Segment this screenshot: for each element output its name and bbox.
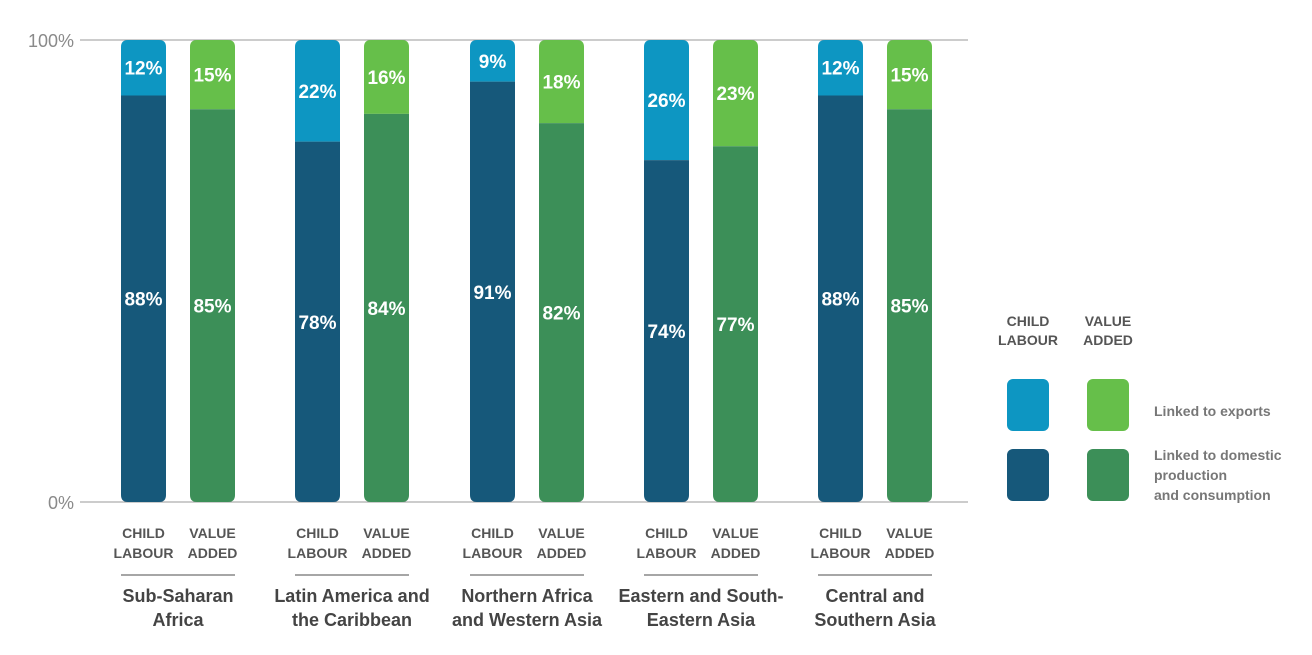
legend-header-0-0: CHILD [1007, 313, 1050, 329]
bar-segment-exports-2-0 [470, 40, 515, 82]
data-label-domestic-2-1: 82% [542, 304, 580, 325]
legend-label-1-0: Linked to domestic [1154, 447, 1282, 463]
bar-segment-domestic-4-0 [818, 95, 863, 502]
data-label-exports-2-0: 9% [479, 52, 507, 73]
data-label-domestic-3-0: 74% [647, 322, 685, 343]
bar-segment-exports-3-1 [713, 40, 758, 147]
data-label-exports-2-1: 18% [542, 73, 580, 94]
region-label-0: Sub-Saharan Africa [122, 586, 233, 630]
legend-header-1-1: ADDED [1083, 332, 1133, 348]
bar-type-label-3-1-0: VALUE [712, 525, 758, 541]
bar-type-label-0-0-0: CHILD [122, 525, 165, 541]
data-label-domestic-1-1: 84% [367, 299, 405, 320]
bar-type-label-3-0-0: CHILD [645, 525, 688, 541]
bar-segment-domestic-3-1 [713, 146, 758, 502]
legend-swatch-1-1 [1087, 449, 1129, 501]
legend-swatch-0-0 [1007, 379, 1049, 431]
bar-segment-domestic-2-0 [470, 81, 515, 502]
bar-segment-domestic-1-1 [364, 113, 409, 503]
bar-segment-exports-4-0 [818, 40, 863, 96]
bar-segment-domestic-0-0 [121, 95, 166, 502]
bar-type-label-2-1-1: ADDED [537, 545, 587, 561]
region-label-4: Central and Southern Asia [814, 586, 936, 630]
bar-type-label-1-1-1: ADDED [362, 545, 412, 561]
data-label-exports-3-1: 23% [716, 84, 754, 105]
bar-segment-exports-0-0 [121, 40, 166, 96]
data-label-exports-1-0: 22% [298, 82, 336, 103]
bar-segment-exports-1-0 [295, 40, 340, 142]
bar-type-label-3-0-1: LABOUR [637, 545, 697, 561]
bar-type-label-0-1-0: VALUE [189, 525, 235, 541]
data-label-exports-1-1: 16% [367, 68, 405, 89]
bar-segment-exports-3-0 [644, 40, 689, 161]
bar-type-label-4-1-0: VALUE [886, 525, 932, 541]
bar-type-label-2-1-0: VALUE [538, 525, 584, 541]
legend-header-0-1: LABOUR [998, 332, 1058, 348]
data-label-domestic-4-0: 88% [821, 290, 859, 311]
data-label-exports-0-1: 15% [193, 66, 231, 87]
bar-segment-domestic-0-1 [190, 109, 235, 503]
bar-type-label-1-1-0: VALUE [363, 525, 409, 541]
bar-segment-exports-1-1 [364, 40, 409, 114]
y-tick-100: 100% [28, 31, 74, 51]
data-label-domestic-4-1: 85% [890, 297, 928, 318]
region-label-1: Latin America and the Caribbean [274, 586, 429, 630]
bar-segment-domestic-1-0 [295, 141, 340, 502]
data-label-domestic-0-0: 88% [124, 290, 162, 311]
data-label-domestic-1-0: 78% [298, 313, 336, 334]
bar-segment-domestic-2-1 [539, 123, 584, 502]
legend-swatch-1-0 [1007, 449, 1049, 501]
bar-type-label-4-1-1: ADDED [885, 545, 935, 561]
bar-type-label-0-1-1: ADDED [188, 545, 238, 561]
data-label-domestic-3-1: 77% [716, 315, 754, 336]
legend-header-1-0: VALUE [1085, 313, 1131, 329]
bar-segment-domestic-4-1 [887, 109, 932, 503]
bar-segment-exports-0-1 [190, 40, 235, 110]
bar-segment-exports-2-1 [539, 40, 584, 124]
legend-label-1-2: and consumption [1154, 487, 1271, 503]
bar-type-label-4-0-0: CHILD [819, 525, 862, 541]
legend-label-0-0: Linked to exports [1154, 403, 1271, 419]
data-label-domestic-2-0: 91% [473, 283, 511, 304]
bar-type-label-1-0-1: LABOUR [288, 545, 348, 561]
y-tick-0: 0% [48, 493, 74, 513]
data-label-exports-0-0: 12% [124, 59, 162, 80]
data-label-exports-3-0: 26% [647, 91, 685, 112]
region-label-2: Northern Africa and Western Asia [452, 586, 603, 630]
bar-type-label-2-0-1: LABOUR [463, 545, 523, 561]
data-label-domestic-0-1: 85% [193, 297, 231, 318]
bar-type-label-3-1-1: ADDED [711, 545, 761, 561]
data-label-exports-4-1: 15% [890, 66, 928, 87]
legend-label-1-1: production [1154, 467, 1227, 483]
bar-type-label-0-0-1: LABOUR [114, 545, 174, 561]
region-label-3: Eastern and South-Eastern Asia [618, 586, 783, 630]
legend-swatch-0-1 [1087, 379, 1129, 431]
data-label-exports-4-0: 12% [821, 59, 859, 80]
bar-type-label-2-0-0: CHILD [471, 525, 514, 541]
bar-segment-exports-4-1 [887, 40, 932, 110]
bar-type-label-4-0-1: LABOUR [811, 545, 871, 561]
bar-segment-domestic-3-0 [644, 160, 689, 502]
bar-type-label-1-0-0: CHILD [296, 525, 339, 541]
